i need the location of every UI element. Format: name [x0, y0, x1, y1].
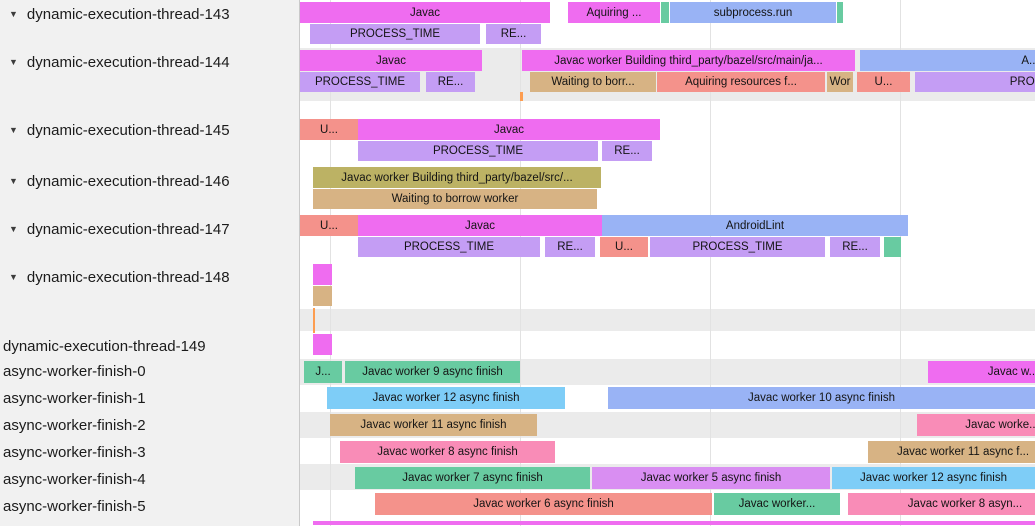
trace-span[interactable]: U...: [600, 237, 648, 257]
trace-span[interactable]: Javac worker Building third_party/bazel/…: [522, 50, 855, 71]
trace-marker[interactable]: [313, 308, 315, 333]
trace-span[interactable]: Javac worker 8 asyn...: [848, 493, 1035, 515]
trace-span[interactable]: U...: [300, 215, 358, 236]
track-row-async-worker-finish-1[interactable]: async-worker-finish-1: [0, 388, 146, 408]
trace-span[interactable]: Javac worker 12 async finish: [832, 467, 1035, 489]
trace-span[interactable]: Javac: [358, 119, 660, 140]
track-name-label: async-worker-finish-3: [3, 443, 146, 461]
trace-span[interactable]: Aquiring resources f...: [657, 72, 825, 92]
trace-span[interactable]: Aquiring ...: [568, 2, 660, 23]
trace-span[interactable]: RE...: [486, 24, 541, 44]
trace-span[interactable]: Javac worker 8 async finish: [340, 441, 555, 463]
trace-span[interactable]: A...: [860, 50, 1035, 71]
time-gridline: [710, 0, 711, 526]
track-name-label: dynamic-execution-thread-147: [26, 220, 230, 238]
trace-span[interactable]: Javac: [358, 215, 602, 236]
track-row-dynamic-execution-thread-147[interactable]: ▼ dynamic-execution-thread-147: [0, 219, 230, 239]
track-row-dynamic-execution-thread-146[interactable]: ▼ dynamic-execution-thread-146: [0, 171, 230, 191]
trace-span[interactable]: Javac worker 5 async finish: [592, 467, 830, 489]
trace-marker[interactable]: [837, 2, 843, 23]
track-row-dynamic-execution-thread-144[interactable]: ▼ dynamic-execution-thread-144: [0, 52, 230, 72]
track-background-band: [300, 309, 1035, 331]
trace-span[interactable]: U...: [300, 119, 358, 140]
trace-span[interactable]: Javac worker 9 async finish: [345, 361, 520, 383]
trace-marker[interactable]: [313, 286, 332, 306]
expander-icon[interactable]: ▼: [9, 9, 18, 19]
expander-icon[interactable]: ▼: [9, 125, 18, 135]
trace-span[interactable]: Waiting to borr...: [530, 72, 656, 92]
trace-span[interactable]: PROCESS_TIME: [650, 237, 825, 257]
trace-span[interactable]: PROCESS_TIME: [358, 237, 540, 257]
timeline-canvas[interactable]: Javac Aquiring ... subprocess.run PROCESS_T…: [300, 0, 1035, 526]
trace-span[interactable]: RE...: [602, 141, 652, 161]
track-name-label: async-worker-finish-1: [3, 389, 146, 407]
track-name-panel: ▼ dynamic-execution-thread-143 ▼ dynamic-ex…: [0, 0, 300, 526]
trace-span[interactable]: AndroidLint: [602, 215, 908, 236]
track-row-async-worker-finish-5[interactable]: async-worker-finish-5: [0, 496, 146, 516]
trace-span[interactable]: Javac worker 11 async finish: [330, 414, 537, 436]
trace-span[interactable]: Javac worker...: [714, 493, 840, 515]
track-name-label: dynamic-execution-thread-149: [3, 337, 206, 355]
trace-span[interactable]: Javac w...: [928, 361, 1035, 383]
trace-span[interactable]: RE...: [545, 237, 595, 257]
trace-span[interactable]: Wor: [827, 72, 853, 92]
track-row-dynamic-execution-thread-149[interactable]: dynamic-execution-thread-149: [0, 336, 206, 356]
track-name-label: dynamic-execution-thread-148: [26, 268, 230, 286]
trace-span[interactable]: Javac: [300, 2, 550, 23]
expander-icon[interactable]: ▼: [9, 57, 18, 67]
trace-span[interactable]: Javac worker 7 async finish: [355, 467, 590, 489]
trace-span[interactable]: Javac: [300, 50, 482, 71]
trace-span[interactable]: PROCE...: [915, 72, 1035, 92]
trace-span[interactable]: Javac worker 6 async finish: [375, 493, 712, 515]
track-row-dynamic-execution-thread-145[interactable]: ▼ dynamic-execution-thread-145: [0, 120, 230, 140]
track-row-async-worker-finish-0[interactable]: async-worker-finish-0: [0, 361, 146, 381]
expander-icon[interactable]: ▼: [9, 272, 18, 282]
trace-span[interactable]: Javac worker 11 async f...: [868, 441, 1035, 463]
trace-marker[interactable]: [520, 92, 523, 101]
track-name-label: dynamic-execution-thread-146: [26, 172, 230, 190]
track-name-label: async-worker-finish-0: [3, 362, 146, 380]
trace-span[interactable]: Javac worker 10 async finish: [608, 387, 1035, 409]
trace-marker[interactable]: [661, 2, 669, 23]
trace-span[interactable]: subprocess.run: [670, 2, 836, 23]
track-row-async-worker-finish-4[interactable]: async-worker-finish-4: [0, 469, 146, 489]
time-gridline: [520, 0, 521, 526]
track-row-dynamic-execution-thread-148[interactable]: ▼ dynamic-execution-thread-148: [0, 267, 230, 287]
track-name-label: dynamic-execution-thread-145: [26, 121, 230, 139]
track-row-dynamic-execution-thread-143[interactable]: ▼ dynamic-execution-thread-143: [0, 4, 230, 24]
trace-span[interactable]: RE...: [426, 72, 475, 92]
trace-marker[interactable]: [313, 334, 332, 355]
trace-span[interactable]: PROCESS_TIME: [310, 24, 480, 44]
time-gridline: [900, 0, 901, 526]
track-name-label: async-worker-finish-4: [3, 470, 146, 488]
trace-span[interactable]: PROCESS_TIME: [358, 141, 598, 161]
trace-span[interactable]: Waiting to borrow worker: [313, 189, 597, 209]
trace-span[interactable]: Javac worker 12 async finish: [327, 387, 565, 409]
track-row-async-worker-finish-3[interactable]: async-worker-finish-3: [0, 442, 146, 462]
trace-span[interactable]: U...: [857, 72, 910, 92]
trace-marker[interactable]: [884, 237, 901, 257]
trace-span[interactable]: J...: [304, 361, 342, 383]
track-name-label: dynamic-execution-thread-144: [26, 53, 230, 71]
track-row-async-worker-finish-2[interactable]: async-worker-finish-2: [0, 415, 146, 435]
time-gridline: [330, 0, 331, 526]
trace-marker[interactable]: [313, 521, 1035, 525]
expander-icon[interactable]: ▼: [9, 224, 18, 234]
trace-span[interactable]: Javac worker Building third_party/bazel/…: [313, 167, 601, 188]
trace-span[interactable]: RE...: [830, 237, 880, 257]
expander-icon[interactable]: ▼: [9, 176, 18, 186]
trace-marker[interactable]: [313, 264, 332, 285]
track-name-label: async-worker-finish-5: [3, 497, 146, 515]
track-name-label: async-worker-finish-2: [3, 416, 146, 434]
trace-span[interactable]: PROCESS_TIME: [300, 72, 420, 92]
trace-span[interactable]: Javac worke...: [917, 414, 1035, 436]
track-name-label: dynamic-execution-thread-143: [26, 5, 230, 23]
